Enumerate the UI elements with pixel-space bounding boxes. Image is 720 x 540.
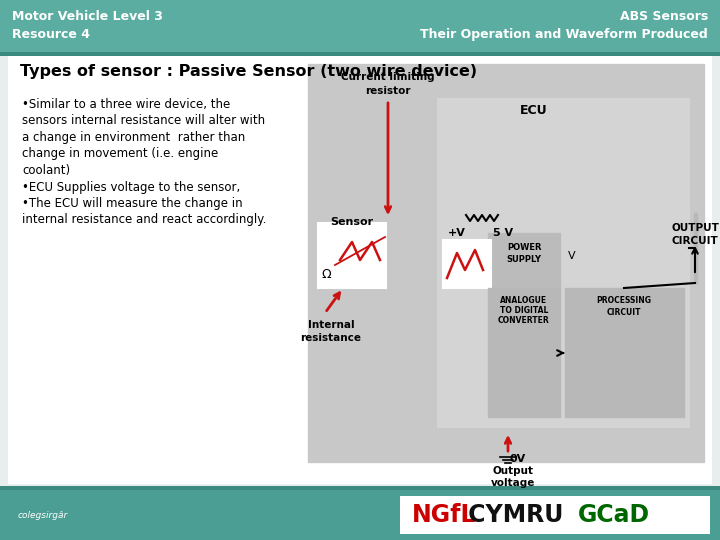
- Text: Motor Vehicle Level 3: Motor Vehicle Level 3: [12, 10, 163, 23]
- Text: SUPPLY: SUPPLY: [506, 255, 541, 264]
- Text: CIRCUIT: CIRCUIT: [672, 236, 719, 246]
- Text: Current limiting: Current limiting: [341, 72, 435, 82]
- Text: ECU: ECU: [520, 104, 547, 117]
- Bar: [400, 496, 710, 534]
- Bar: [694, 213, 697, 283]
- Text: Their Operation and Waveform Produced: Their Operation and Waveform Produced: [420, 28, 708, 41]
- Text: CONVERTER: CONVERTER: [498, 316, 550, 325]
- Text: •ECU Supplies voltage to the sensor,: •ECU Supplies voltage to the sensor,: [22, 180, 240, 193]
- Text: resistor: resistor: [365, 86, 410, 96]
- Bar: [488, 233, 560, 288]
- Text: +V: +V: [448, 228, 466, 238]
- Text: TO DIGITAL: TO DIGITAL: [500, 306, 548, 315]
- Text: V: V: [568, 251, 575, 261]
- Bar: [0, 52, 720, 490]
- Text: ABS Sensors: ABS Sensors: [620, 10, 708, 23]
- Text: 5 V: 5 V: [493, 228, 513, 238]
- Text: GCaD: GCaD: [578, 503, 650, 527]
- Text: •The ECU will measure the change in: •The ECU will measure the change in: [22, 197, 243, 210]
- Text: Types of sensor : Passive Sensor (two wire device): Types of sensor : Passive Sensor (two wi…: [20, 64, 477, 79]
- Text: voltage: voltage: [491, 478, 535, 488]
- Bar: [318, 223, 386, 288]
- Bar: [443, 240, 491, 288]
- Text: NGfL: NGfL: [412, 503, 477, 527]
- Bar: [488, 288, 560, 417]
- Text: CYMRU: CYMRU: [460, 503, 572, 527]
- Text: colegsirgâr: colegsirgâr: [18, 510, 68, 519]
- Bar: [0, 0, 720, 52]
- Text: CIRCUIT: CIRCUIT: [607, 308, 642, 317]
- Bar: [8, 56, 712, 484]
- Text: ANALOGUE: ANALOGUE: [500, 296, 548, 305]
- Bar: [0, 486, 720, 490]
- Text: •Similar to a three wire device, the: •Similar to a three wire device, the: [22, 98, 230, 111]
- Text: coolant): coolant): [22, 164, 70, 177]
- Bar: [0, 490, 720, 540]
- Bar: [565, 288, 684, 417]
- Bar: [308, 64, 704, 462]
- Text: internal resistance and react accordingly.: internal resistance and react accordingl…: [22, 213, 266, 226]
- Text: OUTPUT: OUTPUT: [671, 223, 719, 233]
- Text: PROCESSING: PROCESSING: [596, 296, 652, 305]
- Text: 0V: 0V: [510, 454, 526, 464]
- Text: Ω: Ω: [321, 268, 330, 281]
- Text: resistance: resistance: [300, 333, 361, 343]
- Text: sensors internal resistance will alter with: sensors internal resistance will alter w…: [22, 114, 265, 127]
- Bar: [438, 99, 689, 427]
- Text: Sensor: Sensor: [330, 217, 374, 227]
- Bar: [0, 52, 720, 56]
- Text: POWER: POWER: [507, 243, 541, 252]
- Text: Resource 4: Resource 4: [12, 28, 90, 41]
- Text: change in movement (i.e. engine: change in movement (i.e. engine: [22, 147, 218, 160]
- Text: Internal: Internal: [307, 320, 354, 330]
- Text: a change in environment  rather than: a change in environment rather than: [22, 131, 246, 144]
- Text: Output: Output: [492, 466, 534, 476]
